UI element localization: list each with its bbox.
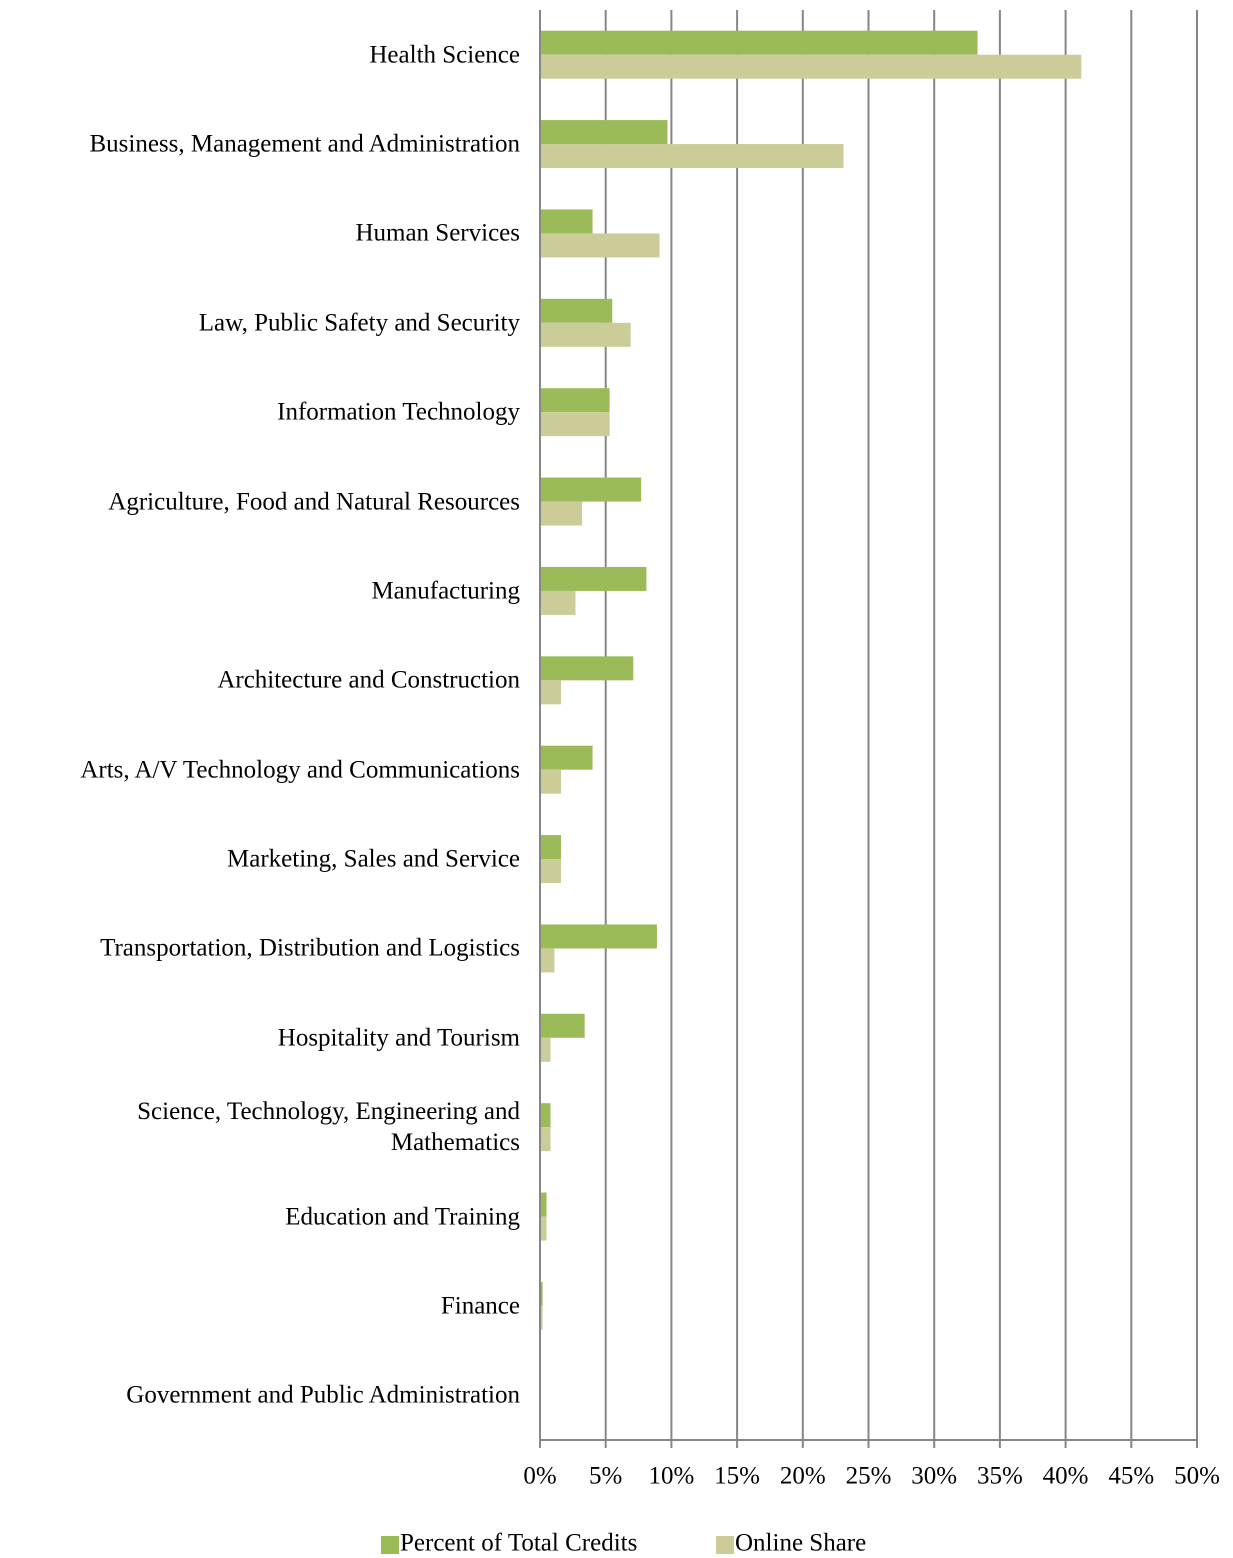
x-tick-label: 35% xyxy=(977,1463,1023,1490)
category-label: Marketing, Sales and Service xyxy=(227,845,520,873)
bar xyxy=(540,1192,547,1217)
x-tick-label: 0% xyxy=(523,1463,556,1490)
category-label: Education and Training xyxy=(285,1203,520,1231)
legend-swatch xyxy=(381,1536,399,1554)
bar xyxy=(540,477,642,502)
x-tick-label: 10% xyxy=(648,1463,694,1490)
bar xyxy=(540,412,610,437)
bar xyxy=(540,1305,543,1330)
x-tick-label: 15% xyxy=(714,1463,760,1490)
bar xyxy=(540,924,657,949)
bar xyxy=(540,233,660,258)
bar xyxy=(540,680,562,705)
bar xyxy=(540,144,844,169)
category-label: Arts, A/V Technology and Communications xyxy=(80,756,520,784)
bar xyxy=(540,859,562,884)
bar xyxy=(540,209,593,234)
bar xyxy=(540,501,583,526)
legend-swatch xyxy=(716,1536,734,1554)
category-label: Human Services xyxy=(355,219,520,247)
bar xyxy=(540,54,1082,79)
bar xyxy=(540,745,593,770)
bar xyxy=(540,769,562,794)
bar xyxy=(540,1127,551,1152)
category-label: Business, Management and Administration xyxy=(89,130,520,158)
category-label: Law, Public Safety and Security xyxy=(198,309,520,337)
bar xyxy=(540,1216,547,1241)
category-label: Information Technology xyxy=(277,398,520,426)
bar xyxy=(540,30,978,55)
x-tick-label: 40% xyxy=(1043,1463,1089,1490)
bar xyxy=(540,388,610,413)
x-tick-label: 25% xyxy=(846,1463,892,1490)
category-label: Agriculture, Food and Natural Resources xyxy=(108,488,520,516)
x-tick-label: 50% xyxy=(1174,1463,1220,1490)
category-label: Architecture and Construction xyxy=(217,666,520,694)
x-tick-label: 20% xyxy=(780,1463,826,1490)
category-label: Finance xyxy=(440,1292,520,1320)
bar xyxy=(540,1013,585,1038)
category-label: Science, Technology, Engineering and Mat… xyxy=(137,1098,520,1157)
bar xyxy=(540,835,562,860)
bar xyxy=(540,656,634,681)
category-label: Hospitality and Tourism xyxy=(277,1024,520,1052)
bar xyxy=(540,1281,543,1306)
category-label: Transportation, Distribution and Logisti… xyxy=(100,934,520,962)
bar xyxy=(540,1103,551,1128)
category-label: Government and Public Administration xyxy=(126,1381,520,1409)
bar xyxy=(540,948,555,973)
x-tick-label: 45% xyxy=(1108,1463,1154,1490)
bar xyxy=(540,566,647,591)
x-tick-label: 5% xyxy=(589,1463,622,1490)
bar xyxy=(540,590,576,615)
bar xyxy=(540,322,631,347)
bar xyxy=(540,1037,551,1062)
legend-label: Percent of Total Credits xyxy=(400,1530,637,1557)
bar xyxy=(540,120,668,145)
category-label: Manufacturing xyxy=(371,577,520,605)
bar xyxy=(540,298,613,323)
x-tick-label: 30% xyxy=(911,1463,957,1490)
legend-label: Online Share xyxy=(735,1530,866,1557)
category-label: Health Science xyxy=(369,41,520,69)
